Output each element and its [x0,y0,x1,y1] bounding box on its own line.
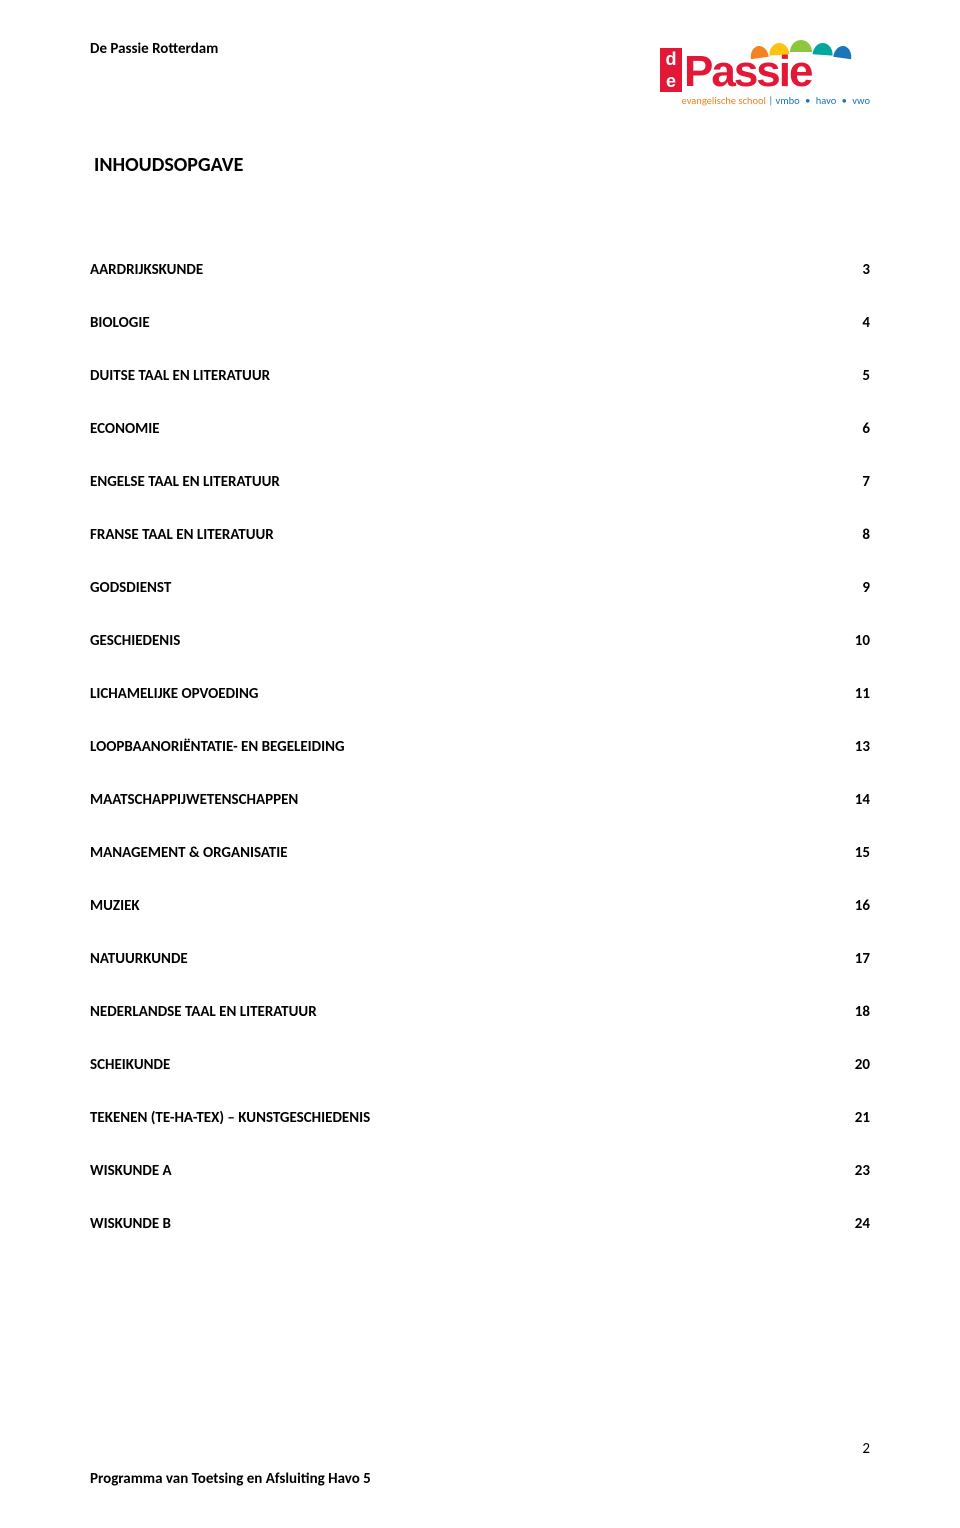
toc-label: ECONOMIE [90,420,160,438]
toc-label: MAATSCHAPPIJWETENSCHAPPEN [90,791,298,809]
toc-page: 11 [840,685,870,703]
toc-row: DUITSE TAAL EN LITERATUUR 5 [90,367,870,385]
page-number: 2 [862,1440,870,1458]
toc-label: DUITSE TAAL EN LITERATUUR [90,367,270,385]
toc-page: 9 [840,579,870,597]
toc-page: 10 [840,632,870,650]
toc-page: 6 [840,420,870,438]
toc-page: 21 [840,1109,870,1127]
toc-label: ENGELSE TAAL EN LITERATUUR [90,473,280,491]
swoosh-stripe [833,45,852,59]
toc-label: WISKUNDE A [90,1162,172,1180]
toc-row: GESCHIEDENIS 10 [90,632,870,650]
toc-row: NATUURKUNDE 17 [90,950,870,968]
logo-sub-part: havo [816,94,837,107]
toc-label: SCHEIKUNDE [90,1056,170,1074]
toc-row: AARDRIJKSKUNDE 3 [90,261,870,279]
toc-row: WISKUNDE B 24 [90,1215,870,1233]
header-row: De Passie Rotterdam d e Passie evangelis… [90,40,870,107]
toc-row: MAATSCHAPPIJWETENSCHAPPEN 14 [90,791,870,809]
dot-icon: • [805,94,810,107]
toc-page: 3 [840,261,870,279]
toc-label: MANAGEMENT & ORGANISATIE [90,844,288,862]
toc-row: TEKENEN (TE-HA-TEX) – KUNSTGESCHIEDENIS 2… [90,1109,870,1127]
table-of-contents: AARDRIJKSKUNDE 3 BIOLOGIE 4 DUITSE TAAL EN L… [90,261,870,1233]
toc-row: NEDERLANDSE TAAL EN LITERATUUR 18 [90,1003,870,1021]
toc-label: NATUURKUNDE [90,950,188,968]
logo-sub-sep: | [768,94,773,107]
toc-page: 20 [840,1056,870,1074]
toc-page: 24 [840,1215,870,1233]
school-name: De Passie Rotterdam [90,40,218,58]
logo-sub-prefix: evangelische school [682,94,766,107]
toc-label: LOOPBAANORIËNTATIE- EN BEGELEIDING [90,738,345,756]
toc-label: LICHAMELIJKE OPVOEDING [90,685,258,703]
toc-page: 23 [840,1162,870,1180]
toc-row: ECONOMIE 6 [90,420,870,438]
toc-row: SCHEIKUNDE 20 [90,1056,870,1074]
toc-page: 5 [840,367,870,385]
page-title: INHOUDSOPGAVE [94,153,870,177]
toc-label: NEDERLANDSE TAAL EN LITERATUUR [90,1003,317,1021]
toc-page: 8 [840,526,870,544]
logo: d e Passie evangelische school | vmbo • … [660,40,870,107]
toc-row: ENGELSE TAAL EN LITERATUUR 7 [90,473,870,491]
swoosh-stripe [769,42,790,55]
toc-page: 18 [840,1003,870,1021]
logo-sub-part: vmbo [776,94,800,107]
logo-sub-part: vwo [852,94,870,107]
logo-de-bottom: e [660,70,682,92]
footer-program: Programma van Toetsing en Afsluiting Hav… [90,1470,371,1488]
toc-page: 15 [840,844,870,862]
logo-de: d e [660,48,682,92]
toc-row: MANAGEMENT & ORGANISATIE 15 [90,844,870,862]
toc-page: 17 [840,950,870,968]
toc-page: 4 [840,314,870,332]
toc-row: WISKUNDE A 23 [90,1162,870,1180]
logo-subtitle: evangelische school | vmbo • havo • vwo [660,94,870,107]
toc-label: FRANSE TAAL EN LITERATUUR [90,526,274,544]
toc-row: LOOPBAANORIËNTATIE- EN BEGELEIDING 13 [90,738,870,756]
toc-label: WISKUNDE B [90,1215,171,1233]
toc-page: 7 [840,473,870,491]
logo-wordmark: Passie [684,52,811,92]
toc-label: MUZIEK [90,897,140,915]
swoosh-stripe [813,42,834,55]
toc-page: 16 [840,897,870,915]
toc-label: GODSDIENST [90,579,171,597]
toc-row: LICHAMELIJKE OPVOEDING 11 [90,685,870,703]
toc-row: FRANSE TAAL EN LITERATUUR 8 [90,526,870,544]
toc-page: 14 [840,791,870,809]
toc-label: GESCHIEDENIS [90,632,180,650]
logo-de-top: d [660,48,682,70]
toc-page: 13 [840,738,870,756]
toc-label: TEKENEN (TE-HA-TEX) – KUNSTGESCHIEDENIS [90,1109,370,1127]
toc-row: GODSDIENST 9 [90,579,870,597]
toc-label: BIOLOGIE [90,314,150,332]
toc-row: MUZIEK 16 [90,897,870,915]
dot-icon: • [842,94,847,107]
toc-row: BIOLOGIE 4 [90,314,870,332]
toc-label: AARDRIJKSKUNDE [90,261,203,279]
page: De Passie Rotterdam d e Passie evangelis… [0,0,960,1528]
